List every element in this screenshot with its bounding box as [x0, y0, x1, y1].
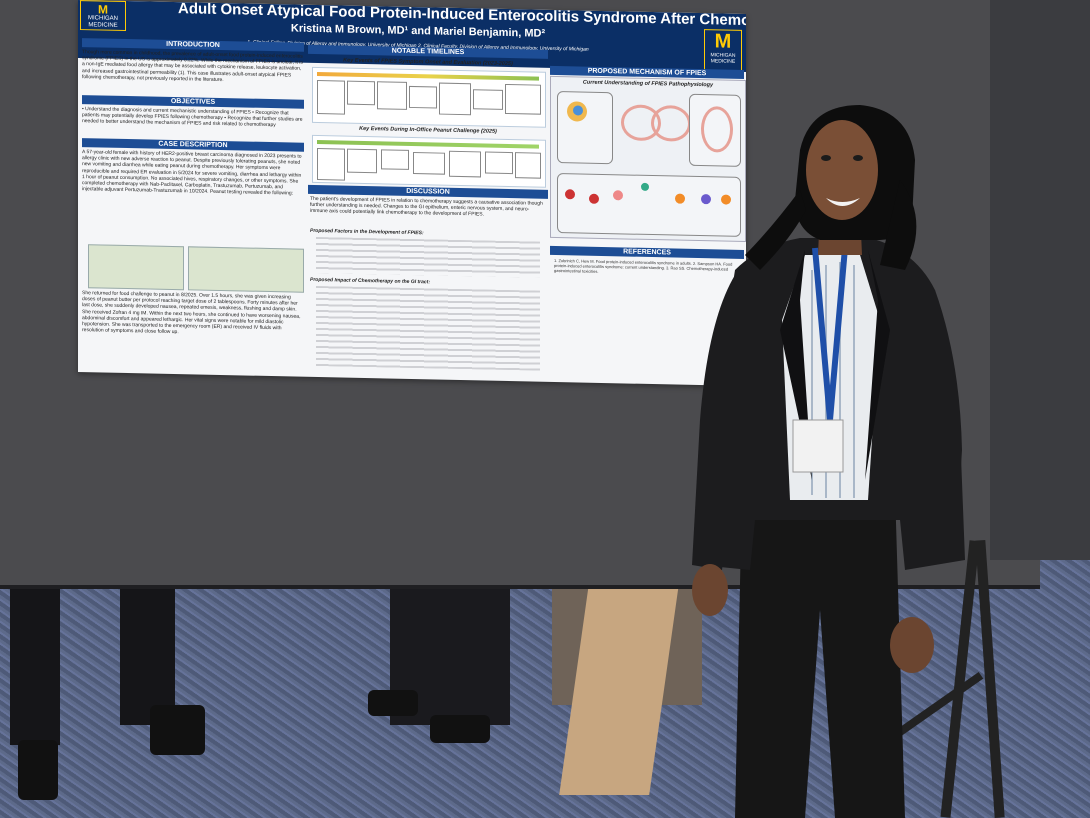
- adjacent-poster-board: [990, 0, 1090, 560]
- background-shoe: [368, 690, 418, 716]
- background-person-legs: [10, 585, 60, 745]
- background-shoe: [150, 705, 205, 755]
- background-shoe: [18, 740, 58, 800]
- background-shoe: [430, 715, 490, 743]
- carpet-floor: [0, 560, 1090, 818]
- background-person-legs: [120, 585, 175, 725]
